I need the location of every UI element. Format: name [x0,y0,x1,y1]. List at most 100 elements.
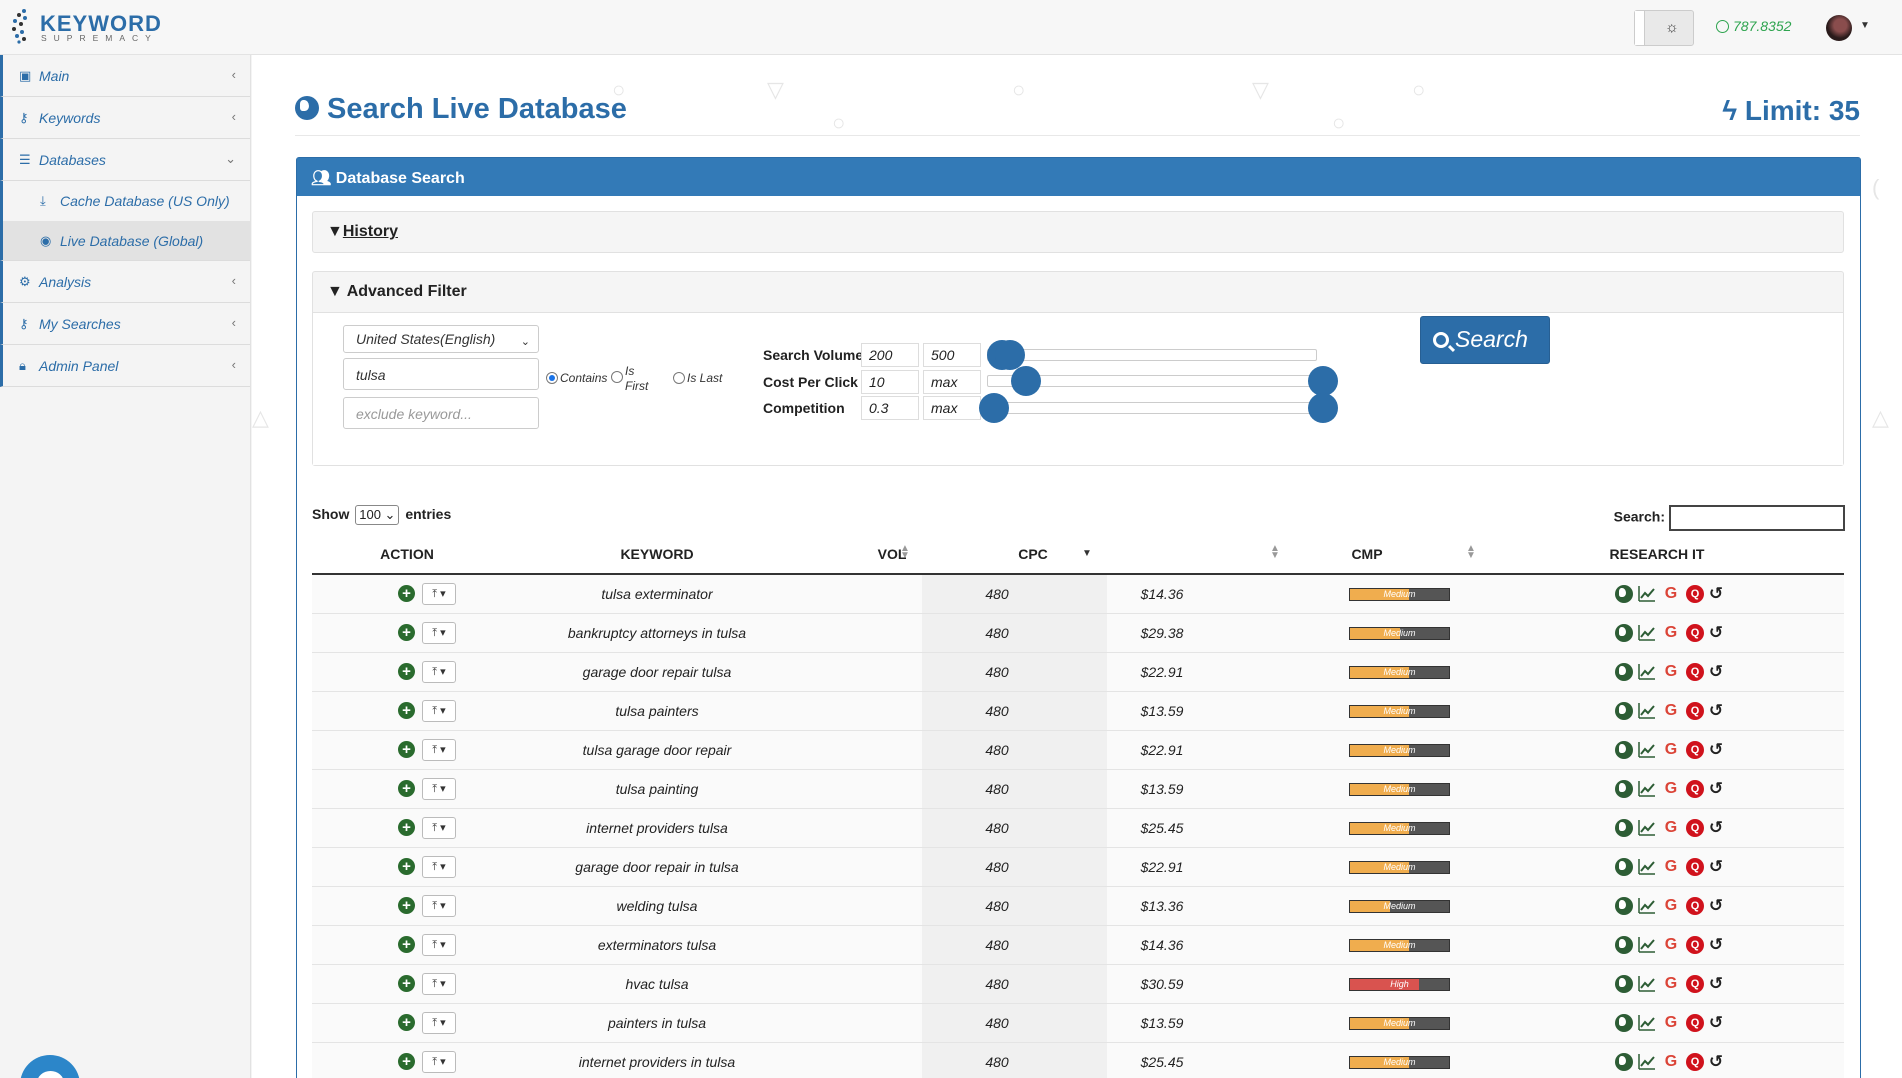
brand-logo[interactable]: KEYWORD SUPREMACY [10,6,161,46]
export-dropdown-button[interactable]: ⤒ ▾ [422,739,456,761]
quora-icon[interactable]: Q [1686,780,1704,798]
google-icon[interactable]: G [1664,1014,1678,1031]
export-dropdown-button[interactable]: ⤒ ▾ [422,778,456,800]
globe-icon[interactable] [1615,663,1633,681]
globe-icon[interactable] [1615,1014,1633,1032]
quora-icon[interactable]: Q [1686,858,1704,876]
globe-icon[interactable] [1615,936,1633,954]
export-dropdown-button[interactable]: ⤒ ▾ [422,817,456,839]
trend-chart-icon[interactable] [1638,897,1656,915]
add-keyword-icon[interactable]: + [398,624,415,641]
quora-icon[interactable]: Q [1686,897,1704,915]
trend-chart-icon[interactable] [1638,1053,1656,1071]
avatar[interactable] [1826,15,1852,41]
history-icon[interactable]: ↺ [1708,818,1724,837]
match-is-last-radio[interactable]: Is Last [673,371,722,385]
history-icon[interactable]: ↺ [1708,623,1724,642]
trend-chart-icon[interactable] [1638,624,1656,642]
google-icon[interactable]: G [1664,897,1678,914]
globe-icon[interactable] [1615,741,1633,759]
add-keyword-icon[interactable]: + [398,663,415,680]
google-icon[interactable]: G [1664,858,1678,875]
trend-chart-icon[interactable] [1638,702,1656,720]
add-keyword-icon[interactable]: + [398,936,415,953]
search-volume-min-input[interactable]: 200 [861,343,919,367]
history-icon[interactable]: ↺ [1708,1013,1724,1032]
google-icon[interactable]: G [1664,624,1678,641]
search-volume-max-handle[interactable] [995,340,1025,370]
sidebar-item-admin-panel[interactable]: 🔒︎ Admin Panel ‹ [0,345,250,387]
sidebar-item-keywords[interactable]: ⚷ Keywords ‹ [0,97,250,139]
globe-icon[interactable] [1615,624,1633,642]
competition-slider[interactable] [987,402,1325,414]
search-volume-max-input[interactable]: 500 [923,343,981,367]
history-icon[interactable]: ↺ [1708,974,1724,993]
sort-desc-icon[interactable]: ▼ [1082,548,1092,559]
quora-icon[interactable]: Q [1686,975,1704,993]
sidebar-item-my-searches[interactable]: ⚷ My Searches ‹ [0,303,250,345]
export-dropdown-button[interactable]: ⤒ ▾ [422,700,456,722]
sidebar-subitem-cache-database[interactable]: ⤓ Cache Database (US Only) [0,181,250,221]
history-icon[interactable]: ↺ [1708,584,1724,603]
sort-icon[interactable]: ▲ ▼ [1270,543,1280,561]
quora-icon[interactable]: Q [1686,819,1704,837]
export-dropdown-button[interactable]: ⤒ ▾ [422,661,456,683]
globe-icon[interactable] [1615,819,1633,837]
add-keyword-icon[interactable]: + [398,780,415,797]
trend-chart-icon[interactable] [1638,1014,1656,1032]
add-keyword-icon[interactable]: + [398,702,415,719]
globe-icon[interactable] [1615,1053,1633,1071]
add-keyword-icon[interactable]: + [398,585,415,602]
export-dropdown-button[interactable]: ⤒ ▾ [422,622,456,644]
google-icon[interactable]: G [1664,702,1678,719]
history-icon[interactable]: ↺ [1708,740,1724,759]
trend-chart-icon[interactable] [1638,585,1656,603]
column-cpc[interactable]: CPC [1018,546,1048,562]
history-icon[interactable]: ↺ [1708,779,1724,798]
quora-icon[interactable]: Q [1686,702,1704,720]
export-dropdown-button[interactable]: ⤒ ▾ [422,895,456,917]
history-icon[interactable]: ↺ [1708,1052,1724,1071]
competition-min-input[interactable]: 0.3 [861,396,919,420]
export-dropdown-button[interactable]: ⤒ ▾ [422,583,456,605]
google-icon[interactable]: G [1664,819,1678,836]
match-contains-radio[interactable]: Contains [546,371,607,385]
trend-chart-icon[interactable] [1638,936,1656,954]
google-icon[interactable]: G [1664,741,1678,758]
add-keyword-icon[interactable]: + [398,897,415,914]
globe-icon[interactable] [1615,897,1633,915]
sidebar-subitem-live-database[interactable]: ◉ Live Database (Global) [0,221,250,261]
search-button[interactable]: Search [1420,316,1550,364]
add-keyword-icon[interactable]: + [398,819,415,836]
globe-icon[interactable] [1615,858,1633,876]
quora-icon[interactable]: Q [1686,624,1704,642]
export-dropdown-button[interactable]: ⤒ ▾ [422,1051,456,1073]
quora-icon[interactable]: Q [1686,936,1704,954]
column-keyword[interactable]: KEYWORD [620,546,694,562]
history-icon[interactable]: ↺ [1708,896,1724,915]
trend-chart-icon[interactable] [1638,975,1656,993]
keyword-input[interactable]: tulsa [343,358,539,390]
google-icon[interactable]: G [1664,585,1678,602]
history-icon[interactable]: ↺ [1708,701,1724,720]
globe-icon[interactable] [1615,975,1633,993]
history-icon[interactable]: ↺ [1708,935,1724,954]
add-keyword-icon[interactable]: + [398,1053,415,1070]
globe-icon[interactable] [1615,585,1633,603]
sidebar-item-analysis[interactable]: ⚙ Analysis ‹ [0,261,250,303]
add-keyword-icon[interactable]: + [398,975,415,992]
export-dropdown-button[interactable]: ⤒ ▾ [422,1012,456,1034]
column-cmp[interactable]: CMP [1351,546,1383,562]
cpc-max-handle[interactable] [1308,366,1338,396]
match-is-first-radio[interactable]: Is First [611,364,651,394]
google-icon[interactable]: G [1664,663,1678,680]
trend-chart-icon[interactable] [1638,663,1656,681]
country-select[interactable]: United States(English) ⌄ [343,325,539,353]
trend-chart-icon[interactable] [1638,780,1656,798]
sort-icon[interactable]: ▲ ▼ [900,543,910,561]
add-keyword-icon[interactable]: + [398,858,415,875]
chevron-down-icon[interactable]: ▼ [1860,20,1870,31]
exclude-keyword-input[interactable]: exclude keyword... [343,397,539,429]
export-dropdown-button[interactable]: ⤒ ▾ [422,973,456,995]
cpc-min-handle[interactable] [1011,366,1041,396]
